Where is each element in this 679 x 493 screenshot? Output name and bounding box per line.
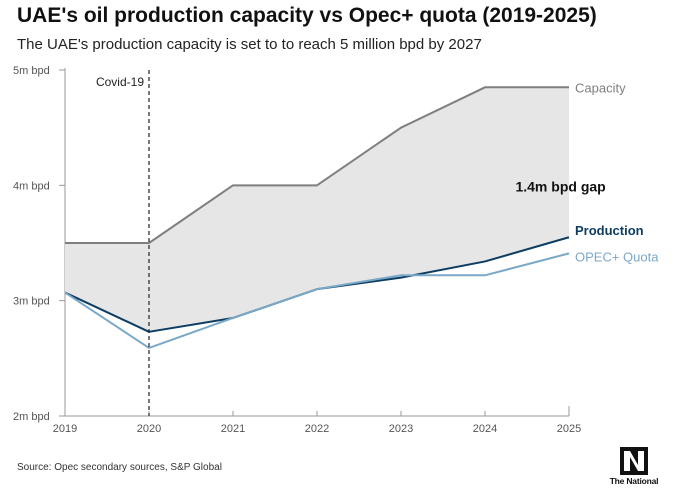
gap-area — [65, 87, 569, 332]
chart-subtitle: The UAE's production capacity is set to … — [17, 36, 482, 53]
x-tick-label: 2020 — [137, 423, 161, 435]
x-tick-label: 2022 — [305, 423, 329, 435]
axes: 2m bpd 3m bpd 4m bpd 5m bpd 2019 2020 2021 2022… — [13, 65, 581, 435]
series-labels: Capacity Production OPEC+ Quota — [575, 80, 659, 264]
y-tick-label: 2m bpd — [13, 411, 50, 423]
annotations: Covid-19 1.4m bpd gap — [96, 70, 606, 416]
x-tick-label: 2024 — [473, 423, 497, 435]
series-label-capacity: Capacity — [575, 80, 626, 95]
source-note: Source: Opec secondary sources, S&P Glob… — [17, 462, 222, 473]
gap-label: 1.4m bpd gap — [515, 178, 605, 194]
series-label-opec-quota: OPEC+ Quota — [575, 249, 659, 264]
n-logo-icon — [620, 447, 648, 475]
series-line-capacity — [65, 86, 569, 244]
chart-title: UAE's oil production capacity vs Opec+ q… — [17, 4, 597, 27]
x-tick-label: 2019 — [53, 423, 77, 435]
y-tick-label: 3m bpd — [13, 296, 50, 308]
gap-shaded-area — [65, 87, 569, 332]
y-tick-label: 4m bpd — [13, 180, 50, 192]
x-tick-label: 2025 — [557, 423, 581, 435]
the-national-logo: The National — [604, 446, 664, 488]
x-tick-label: 2021 — [221, 423, 245, 435]
logo-text: The National — [609, 476, 659, 486]
x-tick-label: 2023 — [389, 423, 413, 435]
series-label-production: Production — [575, 223, 644, 238]
series-line-opec-quota — [64, 252, 570, 349]
covid-label: Covid-19 — [96, 75, 144, 89]
y-tick-label: 5m bpd — [13, 65, 50, 77]
